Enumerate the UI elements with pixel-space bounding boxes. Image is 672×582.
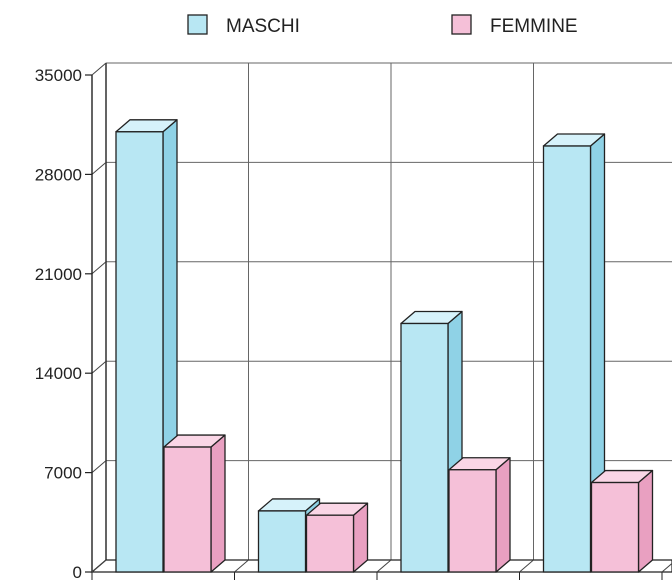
bar-front (400, 322, 449, 573)
bar-maschi-2 (257, 498, 321, 573)
bar-femmine-2 (305, 502, 369, 573)
floor-divider (661, 562, 672, 573)
bar-maschi-1 (115, 119, 178, 573)
bars (115, 119, 654, 573)
bar-femmine-4 (590, 469, 654, 573)
y-tick-connector (91, 261, 107, 275)
bar-front (305, 514, 355, 573)
legend-swatch-femmine (451, 14, 472, 35)
bar-maschi-3 (400, 310, 463, 573)
bar-femmine-1 (163, 434, 226, 573)
bar-maschi-4 (542, 133, 606, 573)
y-tick-connector (91, 360, 107, 374)
y-tick-label: 0 (73, 563, 82, 582)
legend: MASCHI FEMMINE (187, 14, 578, 37)
y-tick-connector (91, 162, 107, 175)
y-tick-connector (91, 62, 107, 76)
bar-front (257, 510, 307, 573)
legend-swatch-maschi (187, 14, 208, 35)
bar-side (495, 457, 511, 573)
bar-side (210, 434, 226, 573)
legend-label-femmine: FEMMINE (490, 16, 578, 37)
bar-side (637, 469, 654, 573)
y-axis: 0 7000 14000 21000 28000 35000 (35, 62, 107, 582)
y-tick-label: 14000 (35, 364, 82, 383)
bar-front (115, 131, 164, 573)
y-tick-label: 7000 (44, 464, 82, 483)
floor-divider (91, 559, 107, 573)
y-tick-label: 28000 (35, 165, 82, 184)
floor-divider (376, 559, 392, 573)
bar-front (542, 145, 592, 573)
floor-divider (519, 559, 534, 573)
bar-front (163, 446, 212, 573)
floor-divider (234, 559, 249, 573)
y-tick-label: 35000 (35, 66, 82, 85)
bar-femmine-3 (448, 457, 511, 573)
y-tick-label: 21000 (35, 265, 82, 284)
legend-label-maschi: MASCHI (226, 16, 300, 37)
y-tick-connector (91, 460, 107, 473)
bar-front (448, 469, 497, 573)
bar-front (590, 481, 640, 573)
